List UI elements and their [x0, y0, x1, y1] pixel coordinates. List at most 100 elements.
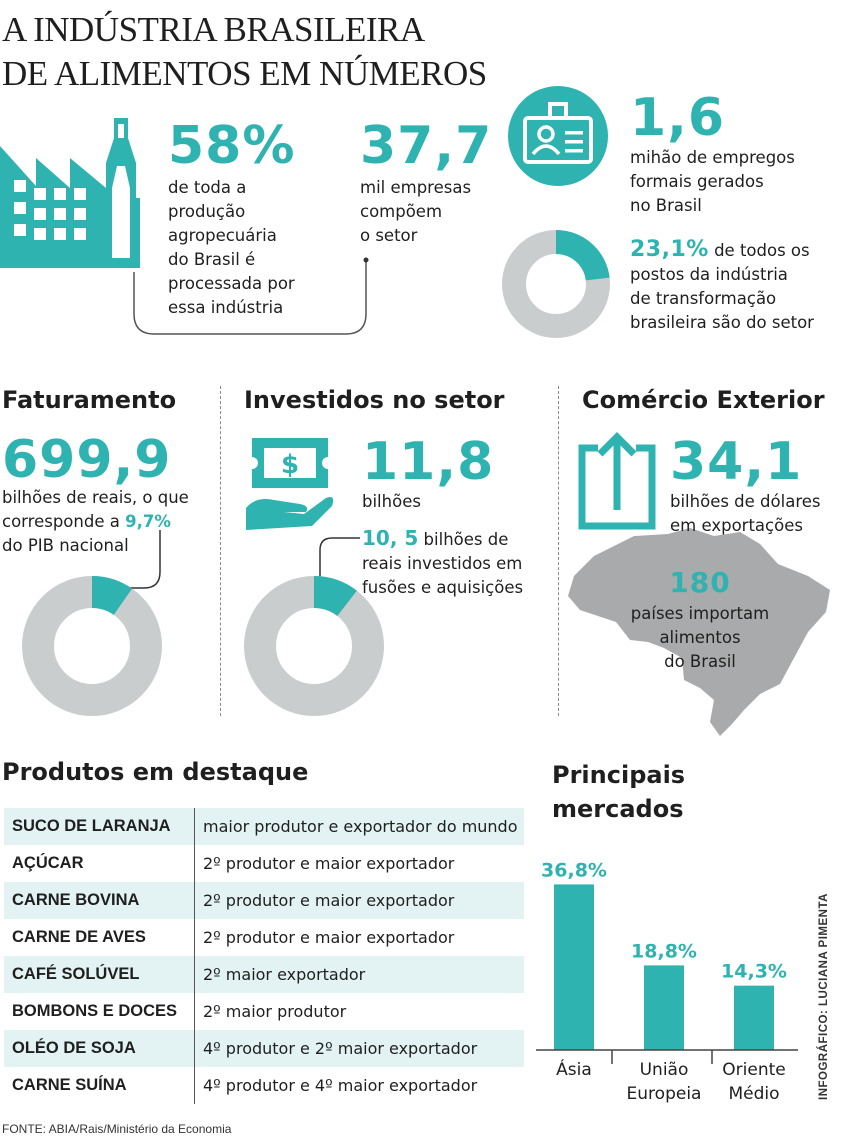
product-name: BOMBONS E DOCES [12, 1002, 178, 1020]
products-table: SUCO DE LARANJA maior produtor e exporta… [4, 808, 524, 1104]
companies-line: o setor [360, 226, 418, 245]
category-label: Europeia [627, 1084, 702, 1104]
investment-unit: bilhões [362, 492, 421, 511]
factory-icon [0, 118, 140, 268]
id-badge-icon [508, 86, 608, 186]
credit-note: INFOGRÁFICO: LUCIANA PIMENTA [818, 893, 830, 1100]
investment-donut [244, 576, 384, 716]
section-divider [220, 386, 221, 716]
jobs-value: 1,6 [630, 88, 726, 148]
trade-heading: Comércio Exterior [582, 386, 825, 414]
product-name: CARNE SUÍNA [12, 1076, 127, 1094]
products-heading: Produtos em destaque [2, 758, 309, 786]
revenue-heading: Faturamento [2, 386, 177, 414]
agro-text: de toda a produção agropecuária do Brasi… [168, 176, 295, 320]
agro-line: do Brasil é [168, 250, 256, 269]
chart-title: Principais mercados [552, 758, 685, 826]
product-name: CARNE BOVINA [12, 891, 140, 909]
brazil-map [568, 528, 830, 736]
investment-sub-line: bilhões de [418, 530, 509, 549]
money-hand-icon: $ [246, 438, 334, 530]
title-line-1: A INDÚSTRIA BRASILEIRA [2, 10, 425, 49]
revenue-donut [22, 576, 162, 716]
donut-slice [555, 230, 610, 282]
agro-line: agropecuária [168, 226, 277, 245]
jobs-share-donut [502, 230, 610, 338]
source-note: FONTE: ABIA/Rais/Ministério da Economia [2, 1122, 232, 1136]
table-row: CARNE SUÍNA 4º produtor e 4º maior expor… [4, 1067, 524, 1104]
svg-text:$: $ [281, 450, 299, 480]
agro-value: 58% [168, 116, 296, 176]
donut-rest [22, 576, 162, 716]
revenue-text: bilhões de reais, o que corresponde a 9,… [2, 486, 189, 558]
agro-line: processada por [168, 274, 295, 293]
jobs-share-value: 23,1% [630, 237, 709, 262]
donut-slice [91, 576, 133, 616]
countries-line: alimentos [659, 628, 741, 647]
bar-value-label: 14,3% [721, 961, 787, 983]
table-row: CAFÉ SOLÚVEL 2º maior exportador [4, 956, 524, 993]
product-name: SUCO DE LARANJA [12, 817, 171, 835]
jobs-text: mihão de empregos formais gerados no Bra… [630, 146, 795, 218]
category-label: Ásia [556, 1058, 592, 1080]
markets-bar-chart: 36,8% Ásia 18,8% União Europeia 14,3% Oriente M… [536, 859, 798, 1104]
bar-value-label: 18,8% [631, 940, 697, 962]
table-row: CARNE BOVINA 2º produtor e maior exporta… [4, 882, 524, 919]
jobs-line: mihão de empregos [630, 148, 795, 167]
countries-value: 180 [669, 566, 731, 599]
revenue-line: corresponde a [2, 512, 126, 531]
investment-sub-text: 10, 5 bilhões de reais investidos em fus… [362, 526, 523, 600]
revenue-value: 699,9 [2, 430, 172, 490]
jobs-share-line: de transformação [630, 289, 777, 308]
product-name: OLÉO DE SOJA [12, 1039, 136, 1057]
bar [644, 965, 684, 1050]
category-label: Oriente [722, 1060, 785, 1080]
investment-sub-value: 10, 5 [362, 526, 419, 550]
trade-line: em exportações [670, 516, 803, 535]
bar [734, 985, 774, 1050]
table-row: CARNE DE AVES 2º produtor e maior export… [4, 919, 524, 956]
jobs-line: no Brasil [630, 196, 702, 215]
table-row: SUCO DE LARANJA maior produtor e exporta… [4, 808, 524, 845]
agro-line: produção [168, 202, 246, 221]
countries-text: países importam alimentos do Brasil [600, 602, 800, 674]
product-desc: 2º maior produtor [194, 993, 524, 1030]
title-line-2: DE ALIMENTOS EM NÚMEROS [2, 54, 487, 93]
companies-text: mil empresas compõem o setor [360, 176, 471, 248]
product-name: AÇÚCAR [12, 854, 84, 872]
chart-title-line: mercados [552, 795, 684, 823]
revenue-line: do PIB nacional [2, 536, 129, 555]
connector-line [133, 257, 369, 335]
investment-value: 11,8 [362, 432, 495, 492]
product-name: CARNE DE AVES [12, 928, 146, 946]
product-desc: 2º maior exportador [194, 956, 524, 993]
investment-sub-line: reais investidos em [362, 554, 523, 573]
companies-line: mil empresas [360, 178, 472, 197]
page-title: A INDÚSTRIA BRASILEIRA DE ALIMENTOS EM N… [2, 8, 522, 96]
table-row: OLÉO DE SOJA 4º produtor e 2º maior expo… [4, 1030, 524, 1067]
product-desc: maior produtor e exportador do mundo [194, 808, 524, 845]
investment-heading: Investidos no setor [244, 386, 505, 414]
category-label: União [640, 1060, 689, 1080]
bar [554, 884, 594, 1050]
revenue-pib-share: 9,7% [125, 512, 171, 531]
table-row: AÇÚCAR 2º produtor e maior exportador [4, 845, 524, 882]
product-desc: 2º produtor e maior exportador [194, 882, 524, 919]
product-desc: 4º produtor e 4º maior exportador [194, 1067, 524, 1104]
agro-line: essa indústria [168, 298, 284, 317]
revenue-line: bilhões de reais, o que [2, 488, 189, 507]
agro-line: de toda a [168, 178, 247, 197]
table-row: BOMBONS E DOCES 2º maior produtor [4, 993, 524, 1030]
donut-slice [313, 576, 357, 617]
chart-title-line: Principais [552, 761, 686, 789]
revenue-leader-line [103, 530, 161, 607]
product-desc: 4º produtor e 2º maior exportador [194, 1030, 524, 1067]
donut-rest [244, 576, 384, 716]
section-divider [558, 386, 559, 716]
countries-line: do Brasil [664, 652, 736, 671]
product-name: CAFÉ SOLÚVEL [12, 965, 140, 983]
product-desc: 2º produtor e maior exportador [194, 919, 524, 956]
jobs-share-line: postos da indústria [630, 265, 788, 284]
export-arrow-icon [578, 432, 656, 530]
companies-line: compõem [360, 202, 443, 221]
